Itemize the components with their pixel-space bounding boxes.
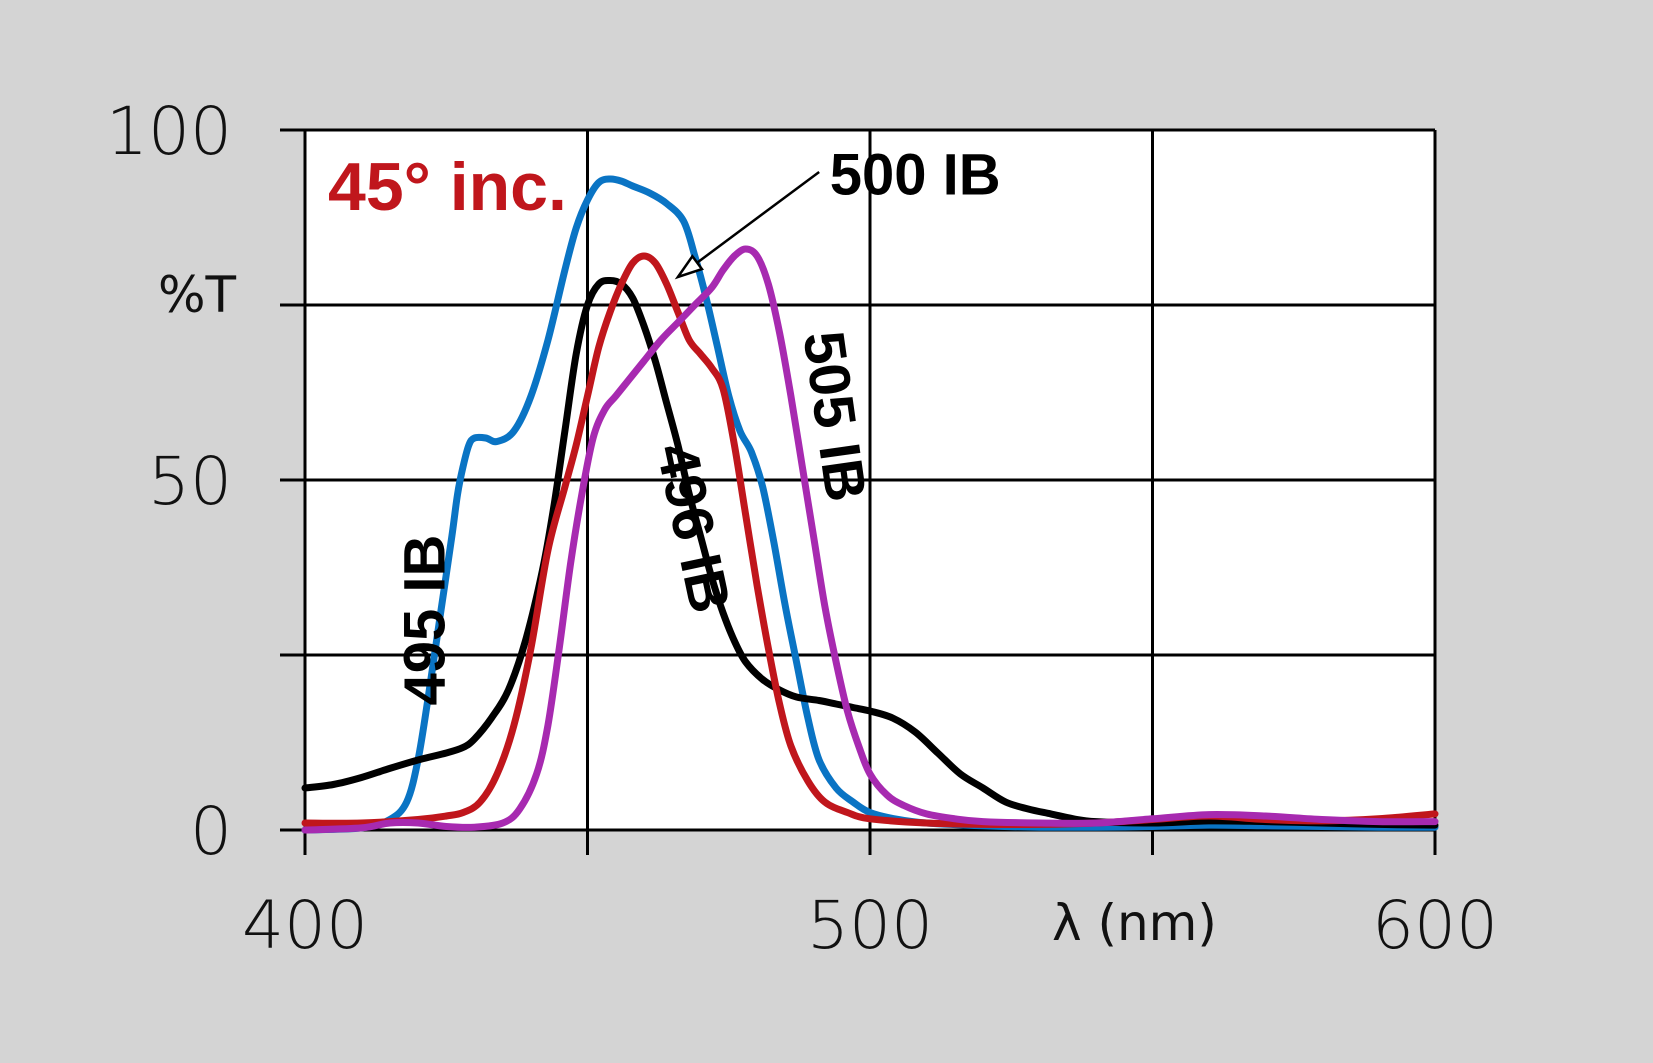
series-curves [301, 175, 1439, 834]
series-label-495-ib: 495 IB [393, 535, 458, 706]
label-arrow [674, 170, 820, 280]
tick-labels: 0 50 100 400 500 600 [106, 93, 1498, 964]
y-tick-label-100: 100 [106, 93, 232, 170]
series-line-505-ib [301, 245, 1439, 834]
x-tick-label-400: 400 [242, 887, 368, 964]
y-tick-label-0: 0 [190, 793, 232, 870]
y-tick-label-50: 50 [148, 443, 232, 520]
incidence-annotation: 45° inc. [328, 149, 567, 225]
y-axis-label: %T [158, 266, 237, 324]
x-tick-label-500: 500 [807, 887, 933, 964]
series-label-500-ib: 500 IB [830, 142, 1001, 207]
x-axis-label: λ (nm) [1052, 894, 1217, 952]
series-line-496-ib [301, 276, 1439, 829]
x-tick-label-600: 600 [1372, 887, 1498, 964]
